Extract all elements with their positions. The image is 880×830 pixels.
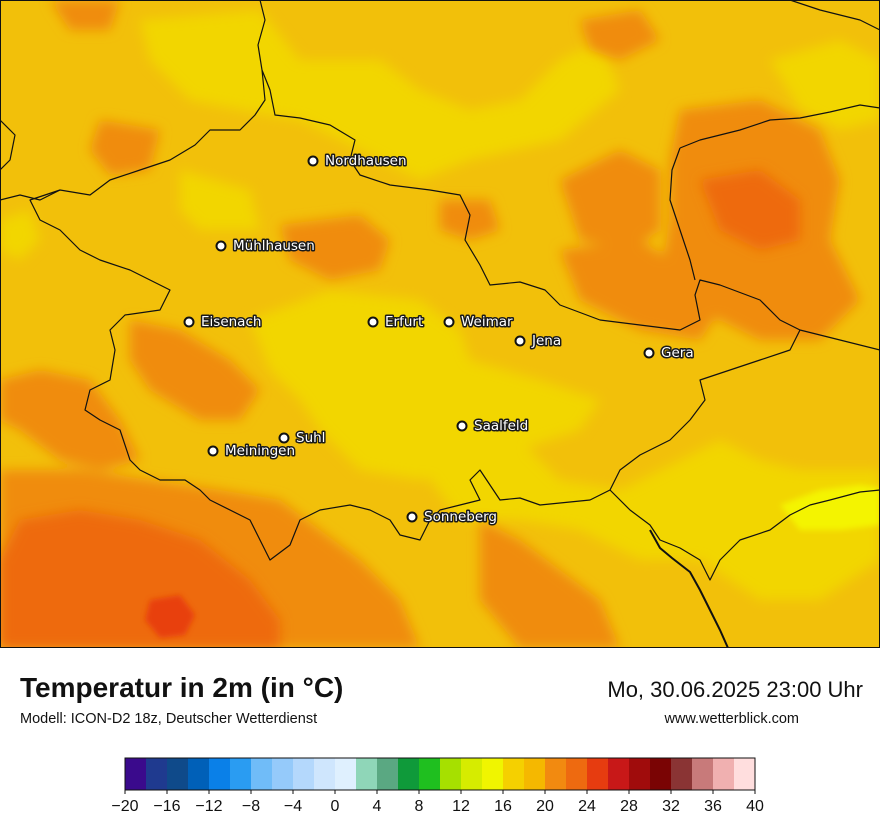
legend-tick-label: 16 [494,798,512,815]
legend-swatch [398,758,420,790]
legend-swatch [734,758,756,790]
model-subtitle: Modell: ICON-D2 18z, Deutscher Wetterdie… [20,711,318,727]
city-weimar[interactable]: Weimar [443,313,515,332]
legend-tick-label: 8 [415,798,424,815]
legend-swatch [251,758,273,790]
map-title: Temperatur in 2m (in °C) [20,672,344,703]
legend-swatch [650,758,672,790]
city-jena[interactable]: Jena [514,332,563,351]
legend-frame [124,757,756,791]
red-orange-zone [145,595,195,638]
city-label: Eisenach [201,314,261,330]
legend-swatch [440,758,462,790]
legend-tick-label: 24 [578,798,596,815]
legend-swatch [524,758,546,790]
city-label: Gera [661,345,694,361]
city-suhl[interactable]: Suhl [278,429,327,448]
legend-tick-label: −16 [153,798,180,815]
deep-orange-zones [0,170,800,648]
city-sonneberg[interactable]: Sonneberg [406,508,499,527]
legend-tick-label: 36 [704,798,722,815]
city-label: Nordhausen [325,153,407,169]
city-meiningen[interactable]: Meiningen [207,442,297,461]
legend-swatch [671,758,693,790]
legend-swatch [335,758,357,790]
legend-tick-label: −12 [195,798,222,815]
legend-swatch [188,758,210,790]
city-label: Meiningen [225,443,295,459]
city-muehlhausen[interactable]: Mühlhausen [215,237,316,256]
city-markers: Nordhausen Mühlhausen Eisenach Erfurt We… [183,152,695,527]
legend-swatch [230,758,252,790]
legend-tick-label: −20 [111,798,138,815]
legend-tick-label: 4 [373,798,382,815]
legend-swatch [167,758,189,790]
legend-tick-label: 0 [331,798,340,815]
state-borders [0,0,880,581]
city-label: Mühlhausen [233,238,315,254]
legend-swatch [377,758,399,790]
legend-swatch [713,758,735,790]
city-nordhausen[interactable]: Nordhausen [307,152,408,171]
legend-tick-label: 12 [452,798,470,815]
legend-swatch [356,758,378,790]
legend-swatch [566,758,588,790]
legend-swatch [146,758,168,790]
legend-swatch [125,758,147,790]
city-gera[interactable]: Gera [643,344,695,363]
city-eisenach[interactable]: Eisenach [183,313,263,332]
city-erfurt[interactable]: Erfurt [367,313,425,332]
city-saalfeld[interactable]: Saalfeld [456,417,530,436]
legend-swatch [461,758,483,790]
city-label: Saalfeld [474,418,528,434]
lime-yellow-zone [780,485,880,530]
legend-ticks: −20 −16 −12 −8 −4 0 4 8 12 16 20 24 28 32 36 40 [111,790,764,815]
color-legend: −20 −16 −12 −8 −4 0 4 8 12 16 20 24 28 32 36 40 [111,757,764,815]
city-label: Sonneberg [424,509,497,525]
legend-swatch [587,758,609,790]
city-label: Jena [531,333,561,349]
forecast-datetime: Mo, 30.06.2025 23:00 Uhr [607,677,863,702]
website-link[interactable]: www.wetterblick.com [664,711,799,727]
legend-swatch [209,758,231,790]
legend-swatch [272,758,294,790]
legend-swatch [608,758,630,790]
national-border [649,529,729,648]
legend-tick-label: 32 [662,798,680,815]
legend-tick-label: 40 [746,798,764,815]
bright-yellow-zones [0,10,880,600]
legend-swatch [314,758,336,790]
legend-tick-label: −8 [242,798,260,815]
legend-swatches [125,758,756,790]
legend-swatch [692,758,714,790]
legend-swatch [545,758,567,790]
city-label: Suhl [296,430,325,446]
legend-swatch [629,758,651,790]
city-label: Weimar [461,314,513,330]
legend-swatch [503,758,525,790]
legend-tick-label: −4 [284,798,302,815]
legend-swatch [482,758,504,790]
legend-tick-label: 28 [620,798,638,815]
temperature-map: Nordhausen Mühlhausen Eisenach Erfurt We… [0,0,880,648]
legend-swatch [293,758,315,790]
legend-swatch [419,758,441,790]
city-label: Erfurt [385,314,423,330]
legend-tick-label: 20 [536,798,554,815]
